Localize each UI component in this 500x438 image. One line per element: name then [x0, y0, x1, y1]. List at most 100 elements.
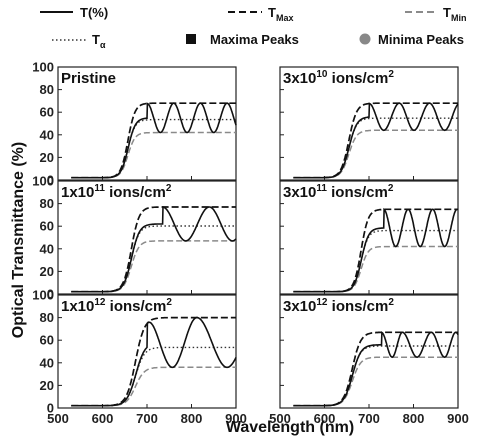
- panel-label: 3x1010 ions/cm2: [283, 69, 394, 87]
- transmittance-line: [71, 206, 237, 293]
- y-tick-label: 80: [40, 82, 54, 97]
- y-tick-label: 0: [47, 173, 54, 188]
- y-tick-label: 80: [40, 196, 54, 211]
- panel-label-exponent: 11: [316, 183, 327, 194]
- legend: T(%) TMax TMin Tα Maxima Peaks Minima Pe…: [40, 5, 466, 50]
- y-axis-title: Optical Transmittance (%): [10, 142, 27, 339]
- y-tick-label: 60: [40, 105, 54, 120]
- svg-text:TMin: TMin: [443, 5, 466, 23]
- x-tick-label: 600: [92, 411, 114, 426]
- transmittance-line: [293, 331, 459, 407]
- panel-label-exponent: 10: [316, 69, 328, 80]
- panel-label-unit-exp: 2: [388, 297, 394, 308]
- tmax-envelope-line: [71, 316, 236, 407]
- tmin-envelope-line: [293, 129, 458, 179]
- panel-label-main: 1x10: [61, 184, 94, 201]
- legend-item-tmax: TMax: [228, 5, 293, 23]
- panel-label: 3x1012 ions/cm2: [283, 297, 394, 315]
- x-axis-title: Wavelength (nm): [226, 419, 354, 436]
- x-tick-label: 900: [225, 411, 247, 426]
- talpha-line: [71, 118, 236, 179]
- panel-label-unit-exp: 2: [166, 297, 172, 308]
- panel-label: 1x1011 ions/cm2: [61, 183, 172, 201]
- panel-label-unit-exp: 2: [388, 183, 394, 194]
- legend-t-label: T(%): [80, 5, 108, 20]
- y-tick-label: 20: [40, 378, 54, 393]
- panel-label-unit: ions/cm: [327, 184, 388, 201]
- panel-1: 0 20 40 60 80 100 Pristine: [32, 60, 237, 188]
- transmittance-line: [293, 102, 459, 179]
- x-tick-label: 700: [358, 411, 380, 426]
- talpha-line: [71, 346, 236, 407]
- y-tick-label: 20: [40, 264, 54, 279]
- y-tick-label: 80: [40, 310, 54, 325]
- y-tick-label: 40: [40, 127, 54, 142]
- tmin-envelope-line: [71, 131, 236, 179]
- panel-label-unit: ions/cm: [105, 184, 166, 201]
- legend-item-tmin: TMin: [405, 5, 466, 23]
- x-tick-label: 800: [181, 411, 203, 426]
- y-tick-label: 100: [32, 60, 54, 75]
- tmin-envelope-line: [71, 366, 236, 407]
- legend-item-minima: Minima Peaks: [359, 32, 464, 47]
- panel-label-main: 3x10: [283, 70, 316, 87]
- y-tick-label: 60: [40, 333, 54, 348]
- legend-tmax-sub: Max: [276, 13, 294, 23]
- panel-5: 500 600 700 800 900 0 20 40 60 80 100 1x1012 ions/c…: [32, 288, 247, 427]
- legend-talpha-sub: α: [100, 40, 106, 50]
- svg-text:TMax: TMax: [268, 5, 293, 23]
- legend-talpha-label: T: [92, 32, 100, 47]
- tmax-envelope-line: [71, 102, 236, 179]
- panel-label-unit: ions/cm: [106, 298, 167, 315]
- panel-label-main: 1x10: [61, 298, 94, 315]
- legend-tmin-sub: Min: [451, 13, 467, 23]
- talpha-line: [293, 229, 458, 293]
- tmax-envelope-line: [293, 331, 458, 407]
- transmittance-line: [71, 316, 237, 407]
- tmax-envelope-line: [293, 102, 458, 179]
- y-tick-label: 0: [47, 401, 54, 416]
- legend-item-t: T(%): [40, 5, 108, 20]
- y-tick-label: 60: [40, 219, 54, 234]
- tmax-envelope-line: [71, 206, 236, 293]
- legend-item-maxima: Maxima Peaks: [186, 32, 299, 47]
- panel-label-unit: ions/cm: [328, 70, 389, 87]
- panel-label: Pristine: [61, 70, 116, 87]
- legend-tmin-label: T: [443, 5, 451, 20]
- legend-maxima-marker: [186, 34, 196, 44]
- y-tick-label: 40: [40, 355, 54, 370]
- tmin-envelope-line: [293, 356, 458, 407]
- panel-label-unit-exp: 2: [388, 69, 394, 80]
- svg-text:Tα: Tα: [92, 32, 106, 50]
- panel-6: 500 600 700 800 900 3x1012 ions/cm2: [269, 294, 469, 426]
- panel-label-main: 3x10: [283, 298, 316, 315]
- x-tick-label: 500: [47, 411, 69, 426]
- x-tick-label: 600: [314, 411, 336, 426]
- x-tick-label: 800: [403, 411, 425, 426]
- panel-label-exponent: 12: [316, 297, 328, 308]
- legend-maxima-label: Maxima Peaks: [210, 32, 299, 47]
- panel-4: 3x1011 ions/cm2: [279, 180, 459, 295]
- tmin-envelope-line: [71, 240, 236, 293]
- transmittance-line: [293, 207, 459, 293]
- x-tick-label: 500: [269, 411, 291, 426]
- tmax-envelope-line: [293, 208, 458, 293]
- panel-label-unit-exp: 2: [166, 183, 172, 194]
- x-tick-label: 700: [136, 411, 158, 426]
- panel-2: 3x1010 ions/cm2: [279, 66, 459, 181]
- talpha-line: [71, 225, 236, 293]
- x-tick-label: 900: [447, 411, 469, 426]
- legend-minima-label: Minima Peaks: [378, 32, 464, 47]
- panel-label-exponent: 11: [94, 183, 105, 194]
- talpha-line: [293, 345, 458, 407]
- panel-label-main: 3x10: [283, 184, 316, 201]
- y-tick-label: 100: [32, 288, 54, 303]
- panel-label: 1x1012 ions/cm2: [61, 297, 172, 315]
- panel-label-main: Pristine: [61, 70, 116, 87]
- tmin-envelope-line: [293, 245, 458, 293]
- panel-label: 3x1011 ions/cm2: [283, 183, 394, 201]
- talpha-line: [293, 117, 458, 179]
- transmittance-line: [71, 102, 237, 179]
